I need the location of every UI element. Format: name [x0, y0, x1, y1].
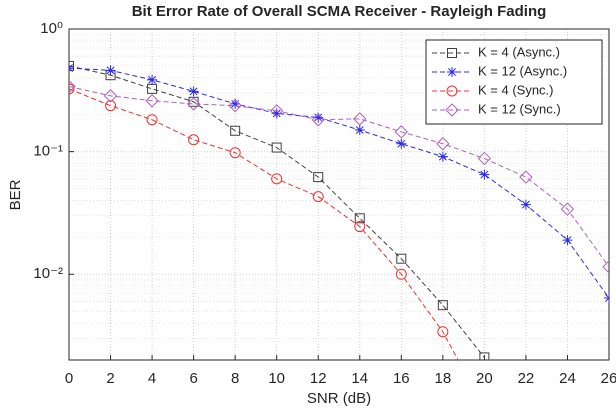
series-line: [69, 65, 485, 358]
marker: [186, 97, 201, 111]
x-tick-label: 8: [231, 370, 239, 387]
marker: [604, 293, 609, 304]
marker: [520, 199, 531, 210]
x-tick-label: 18: [435, 370, 452, 387]
series-line: [69, 85, 609, 268]
marker: [188, 134, 200, 146]
x-tick-label: 6: [189, 370, 197, 387]
marker: [230, 125, 241, 136]
marker: [394, 125, 409, 139]
x-tick-label: 0: [65, 370, 73, 387]
chart-title: Bit Error Rate of Overall SCMA Receiver …: [132, 3, 547, 20]
marker: [105, 65, 116, 76]
marker: [69, 83, 75, 95]
x-axis-label: SNR (dB): [307, 390, 371, 407]
marker: [519, 170, 533, 184]
marker: [103, 89, 118, 103]
legend-marker: [446, 85, 458, 97]
marker: [145, 94, 159, 108]
marker: [353, 112, 367, 126]
y-axis-label: BER: [7, 179, 24, 210]
y-tick-label: 10⁰: [40, 20, 63, 37]
marker: [311, 113, 325, 127]
legend-label: K = 4 (Async.): [478, 44, 560, 59]
legend-marker: [445, 103, 459, 117]
marker: [479, 169, 490, 180]
x-tick-label: 2: [106, 370, 114, 387]
x-tick-label: 14: [351, 370, 368, 387]
series-line: [69, 88, 459, 360]
marker: [437, 151, 448, 162]
marker: [602, 260, 609, 274]
plot-area: [69, 60, 609, 414]
y-tick-label: 10⁻¹: [33, 143, 63, 160]
legend-label: K = 12 (Sync.): [478, 101, 561, 116]
marker: [436, 137, 450, 151]
x-tick-label: 12: [310, 370, 327, 387]
marker: [477, 151, 492, 166]
marker: [395, 268, 407, 280]
x-tick-label: 10: [268, 370, 285, 387]
legend-box: [425, 39, 603, 125]
marker: [396, 138, 407, 149]
marker: [271, 142, 282, 153]
marker: [354, 213, 365, 224]
legend-marker: [447, 48, 457, 58]
legend-label: K = 12 (Async.): [478, 63, 567, 78]
marker: [230, 98, 241, 109]
series-line: [69, 67, 609, 299]
marker: [69, 79, 76, 94]
y-tick-label: 10⁻²: [33, 265, 63, 282]
x-tick-label: 4: [148, 370, 156, 387]
marker: [312, 191, 324, 203]
marker: [69, 63, 74, 74]
marker: [313, 112, 324, 123]
x-tick-label: 22: [518, 370, 535, 387]
x-tick-label: 26: [601, 370, 616, 387]
marker: [228, 98, 242, 113]
marker: [437, 326, 449, 338]
marker: [479, 352, 490, 360]
marker: [562, 235, 573, 246]
x-tick-label: 20: [476, 370, 493, 387]
marker: [229, 147, 241, 159]
marker: [69, 60, 74, 71]
x-tick-label: 24: [559, 370, 576, 387]
plot-frame: [68, 28, 610, 361]
marker: [147, 74, 158, 85]
marker: [396, 253, 407, 264]
marker: [479, 404, 489, 414]
marker: [354, 125, 365, 136]
marker: [560, 202, 575, 216]
marker: [269, 104, 284, 118]
marker: [271, 173, 283, 185]
marker: [271, 108, 282, 119]
marker: [354, 221, 366, 233]
legend-marker: [447, 67, 457, 77]
x-tick-label: 16: [393, 370, 410, 387]
marker: [188, 86, 199, 97]
marker: [437, 300, 448, 311]
marker: [105, 100, 117, 112]
marker: [313, 172, 324, 183]
marker: [146, 114, 158, 126]
legend-label: K = 4 (Sync.): [478, 82, 554, 97]
